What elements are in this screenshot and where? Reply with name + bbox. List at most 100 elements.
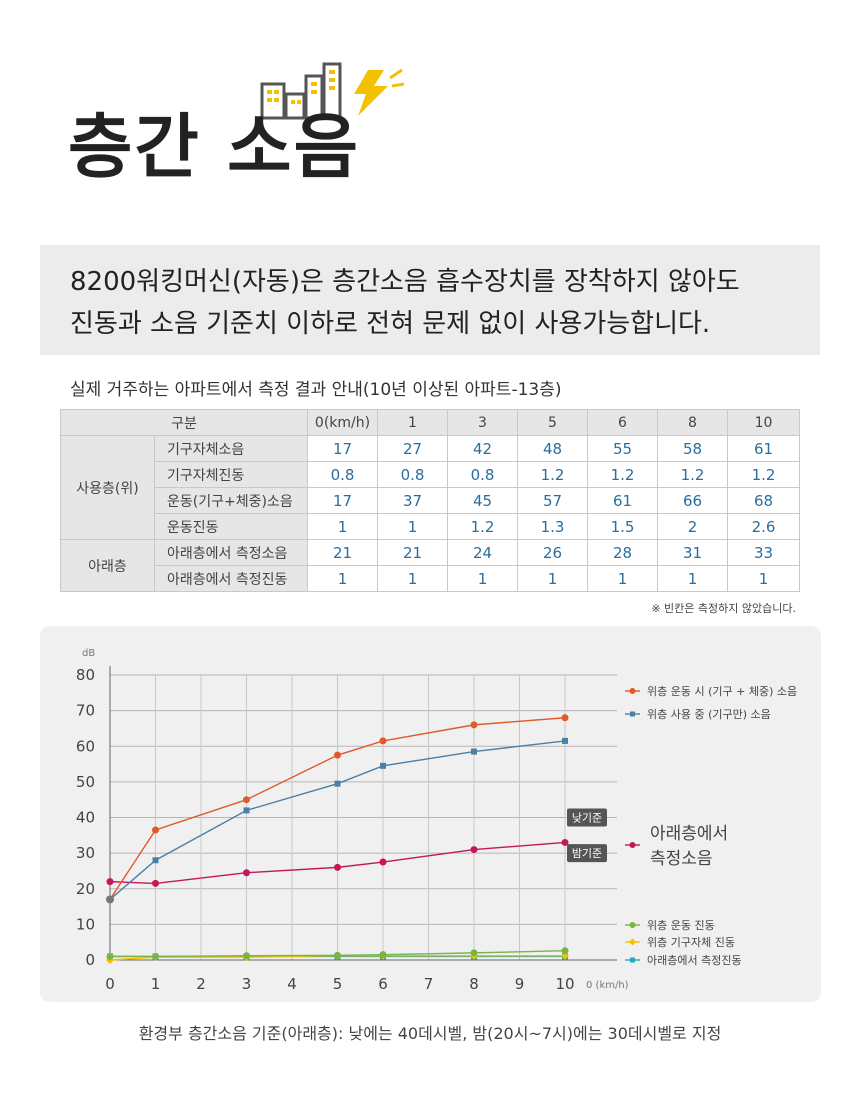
- measurement-table: 구분 0(km/h) 1 3 5 6 8 10 사용층(위) 기구자체소음 17 27…: [59, 409, 801, 592]
- y-axis-unit: dB: [82, 648, 95, 659]
- x-tick-label: 5: [333, 975, 343, 993]
- header-speed: 3: [447, 409, 519, 436]
- table-cell: 61: [727, 435, 801, 462]
- data-point: [561, 838, 569, 846]
- chart-panel: 0 10 20 30 40 50 60 70 80 0 1 2 3 4 5 6 7 8 9 10 dB 0 (km/h) 낮…: [40, 626, 821, 1002]
- y-tick-label: 40: [76, 809, 95, 827]
- data-point: [561, 714, 569, 722]
- table-cell: 24: [447, 539, 519, 566]
- header-speed: 6: [587, 409, 659, 436]
- table-cell: 55: [587, 435, 659, 462]
- x-tick-label: 2: [196, 975, 206, 993]
- x-tick-label: 4: [287, 975, 297, 993]
- table-cell: 1: [447, 565, 519, 592]
- x-tick-label: 0: [105, 975, 115, 993]
- data-point: [629, 938, 636, 946]
- table-cell: 1: [307, 565, 379, 592]
- data-point: [334, 951, 341, 959]
- data-point: [561, 951, 569, 960]
- table-header-row: 구분 0(km/h) 1 3 5 6 8 10: [59, 409, 801, 436]
- data-point: [380, 762, 386, 769]
- y-tick-label: 80: [76, 666, 95, 684]
- y-tick-label: 10: [76, 915, 95, 933]
- header-category: 구분: [59, 409, 309, 436]
- data-point: [152, 879, 159, 887]
- y-tick-label: 50: [76, 773, 95, 791]
- table-cell: 1.3: [517, 513, 589, 540]
- group-label: 아래층: [60, 539, 155, 592]
- y-tick-label: 60: [76, 737, 95, 755]
- x-tick-label: 1: [151, 975, 161, 993]
- table-cell: 17: [307, 435, 379, 462]
- data-point: [470, 721, 478, 729]
- data-point: [629, 688, 636, 694]
- table-cell: 37: [377, 487, 449, 514]
- footer-text: 환경부 층간소음 기준(아래층): 낮에는 40데시벨, 밤(20시~7시)에는…: [138, 1024, 722, 1043]
- x-tick-label: 7: [424, 975, 434, 993]
- table-cell: 57: [517, 487, 589, 514]
- group-label: 사용층(위): [60, 435, 155, 540]
- table-cell: 27: [377, 435, 449, 462]
- row-label: 기구자체소음: [153, 435, 309, 462]
- y-tick-label: 70: [76, 702, 95, 720]
- data-point: [243, 796, 250, 804]
- x-tick-label: 3: [242, 975, 252, 993]
- data-point: [152, 952, 159, 960]
- start-point: [106, 895, 114, 904]
- table-cell: 1.2: [727, 461, 801, 488]
- table-cell: 31: [657, 539, 729, 566]
- row-label: 기구자체진동: [153, 461, 309, 488]
- banner-line-2: 진동과 소음 기준치 이하로 전혀 문제 없이 사용가능합니다.: [70, 309, 711, 339]
- data-point: [152, 857, 159, 864]
- info-banner: 8200워킹머신(자동)은 층간소음 흡수장치를 장착하지 않아도 진동과 소음…: [40, 245, 820, 355]
- row-label: 아래층에서 측정소음: [153, 539, 309, 566]
- legend-annotation-line1: 아래층에서: [650, 824, 728, 844]
- table-cell: 21: [377, 539, 449, 566]
- row-label: 운동(기구+체중)소음: [153, 487, 309, 514]
- table-cell: 1.2: [587, 461, 659, 488]
- header-speed: 10: [727, 409, 801, 436]
- legend-label: 아래층에서 측정진동: [647, 954, 742, 967]
- table-cell: 1: [377, 565, 449, 592]
- data-point: [470, 949, 478, 957]
- reference-label-bg: [567, 844, 607, 863]
- table-cell: 1.2: [447, 513, 519, 540]
- data-point: [562, 737, 568, 744]
- x-tick-label: 8: [469, 975, 479, 993]
- table-cell: 48: [517, 435, 589, 462]
- legend-label: 위층 기구자체 진동: [647, 936, 735, 949]
- table-cell: 1: [307, 513, 379, 540]
- reference-label-bg: [567, 808, 607, 827]
- table-caption: 실제 거주하는 아파트에서 측정 결과 안내(10년 이상된 아파트-13층): [70, 380, 562, 400]
- legend-label: 위층 운동 진동: [647, 919, 715, 932]
- table-row: 사용층(위) 기구자체소음 17 27 42 48 55 58 61: [60, 435, 801, 540]
- data-point: [379, 737, 387, 745]
- x-tick-label: 9: [515, 975, 525, 993]
- table-cell: 1.2: [657, 461, 729, 488]
- header-speed: 0(km/h): [307, 409, 379, 436]
- y-tick-label: 20: [76, 880, 95, 898]
- table-cell: 2: [657, 513, 729, 540]
- data-point: [630, 957, 635, 963]
- data-point: [152, 826, 159, 834]
- table-cell: 1.2: [517, 461, 589, 488]
- table-row: 아래층에서 측정진동 1 1 1 1 1 1 1: [61, 565, 801, 592]
- page-title: 층간 소음: [68, 106, 360, 188]
- table-cell: 33: [727, 539, 801, 566]
- table-row: 운동(기구+체중)소음 17 37 45 57 61 66 68: [61, 487, 801, 514]
- table-cell: 26: [517, 539, 589, 566]
- data-point: [561, 947, 569, 955]
- x-axis-unit: 0 (km/h): [586, 980, 629, 991]
- table-cell: 1: [587, 565, 659, 592]
- header-speed: 1: [377, 409, 449, 436]
- table-cell: 21: [307, 539, 379, 566]
- data-point: [334, 751, 341, 759]
- header-speed: 5: [517, 409, 589, 436]
- table-cell: 1: [377, 513, 449, 540]
- row-label: 아래층에서 측정진동: [153, 565, 309, 592]
- reference-label: 낮기준: [572, 812, 602, 825]
- row-label: 운동진동: [153, 513, 309, 540]
- table-cell: 2.6: [727, 513, 801, 540]
- table-cell: 17: [307, 487, 379, 514]
- banner-line-1: 8200워킹머신(자동)은 층간소음 흡수장치를 장착하지 않아도: [70, 267, 740, 297]
